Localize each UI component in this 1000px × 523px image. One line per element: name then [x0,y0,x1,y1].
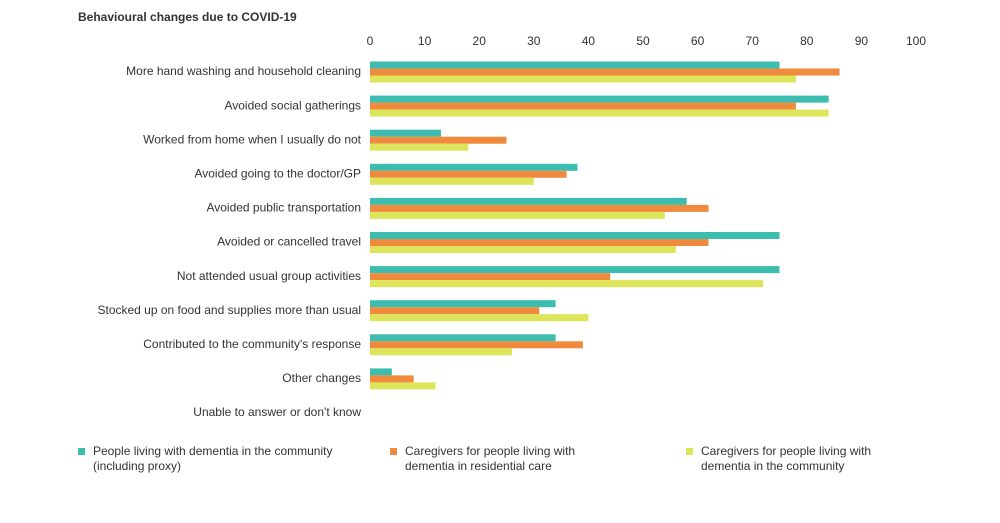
chart-title: Behavioural changes due to COVID-19 [78,10,297,24]
x-tick-label: 60 [691,34,705,48]
bar [370,197,687,205]
bar [370,375,414,383]
bar [370,273,611,281]
bar [370,170,567,178]
bar [370,341,583,349]
bar [370,136,507,144]
legend-swatch [78,448,85,455]
x-tick-label: 70 [746,34,760,48]
bar [370,334,556,342]
bar [370,95,829,103]
bar [370,75,796,83]
x-tick-label: 20 [473,34,487,48]
y-tick-label: Not attended usual group activities [177,269,361,283]
legend-swatch [686,448,693,455]
x-tick-label: 50 [636,34,650,48]
bar [370,246,676,253]
bar [370,211,665,219]
legend-item: Caregivers for people living with dement… [390,444,605,474]
bar [370,61,780,69]
bar [370,314,589,322]
y-tick-label: Unable to answer or don't know [193,405,361,419]
y-tick-label: Contributed to the community's response [143,337,361,351]
bar [370,68,840,76]
legend-swatch [390,448,397,455]
bar [370,163,578,171]
legend-item: Caregivers for people living with dement… [686,444,901,474]
legend-label: Caregivers for people living with dement… [701,444,872,473]
bar [370,307,540,315]
x-tick-label: 30 [527,34,541,48]
y-tick-label: Avoided or cancelled travel [217,235,361,249]
bar [370,239,709,246]
x-tick-label: 0 [367,34,374,48]
x-tick-label: 10 [418,34,432,48]
bar [370,368,392,376]
x-tick-label: 90 [855,34,869,48]
bar [370,204,709,212]
x-tick-label: 100 [906,34,926,48]
y-tick-label: More hand washing and household cleaning [126,64,361,78]
bar [370,348,512,356]
legend-label: Caregivers for people living with dement… [405,444,576,473]
legend-label: People living with dementia in the commu… [93,444,333,473]
legend-item: People living with dementia in the commu… [78,444,383,474]
x-tick-label: 80 [800,34,814,48]
bar [370,280,764,288]
y-tick-label: Worked from home when I usually do not [143,132,362,146]
bar [370,300,556,308]
bar [370,382,436,390]
bar [370,266,780,274]
x-tick-label: 40 [582,34,596,48]
bar [370,102,796,110]
bar [370,177,534,185]
y-tick-label: Avoided public transportation [206,201,361,215]
y-tick-label: Avoided social gatherings [224,98,361,112]
y-tick-label: Stocked up on food and supplies more tha… [97,303,361,317]
y-tick-label: Avoided going to the doctor/GP [194,166,361,180]
y-tick-label: Other changes [282,371,361,385]
bar [370,129,441,137]
bar [370,143,469,151]
bar [370,232,780,239]
bar [370,109,829,117]
